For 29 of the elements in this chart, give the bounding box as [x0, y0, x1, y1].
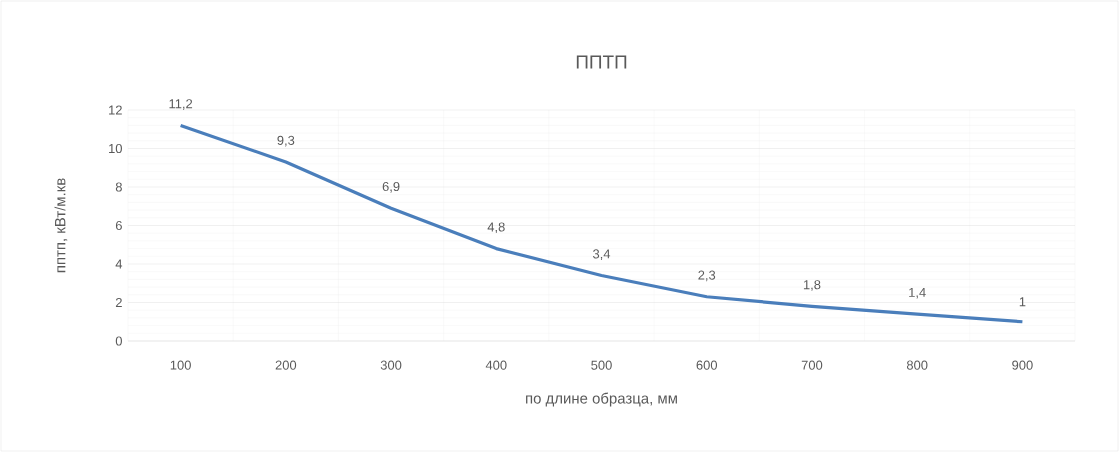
x-tick-label: 800 [906, 360, 928, 370]
y-tick-label: 12 [109, 105, 122, 115]
data-label: 6,9 [382, 181, 400, 193]
data-label: 3,4 [593, 249, 611, 261]
line-series [179, 123, 1024, 324]
data-label: 1,8 [803, 280, 821, 291]
x-tick-label: 900 [1012, 360, 1033, 370]
data-label: 1,4 [909, 287, 926, 299]
data-label: 9,3 [277, 135, 295, 147]
y-tick-label: 6 [115, 220, 122, 231]
y-tick-label: 2 [115, 297, 122, 308]
y-tick-label: 10 [109, 143, 122, 154]
y-axis-title: пптп, кВт/м.кв [54, 178, 68, 273]
x-tick-label: 200 [275, 360, 297, 370]
data-label: 2,3 [698, 270, 716, 282]
data-label: 11,2 [169, 99, 193, 110]
y-tick-label: 8 [115, 182, 122, 192]
x-tick-label: 300 [380, 360, 402, 370]
data-label: 4,8 [487, 222, 505, 234]
x-tick-label: 500 [591, 360, 612, 370]
x-axis-title: по длине образца, мм [526, 392, 677, 407]
y-tick-label: 0 [115, 336, 122, 346]
x-tick-label: 100 [170, 360, 191, 370]
y-tick-label: 4 [115, 259, 123, 269]
chart-title: ППТП [576, 55, 627, 69]
x-tick-label: 400 [485, 360, 507, 370]
x-tick-label: 700 [801, 360, 823, 370]
data-label: 1 [1019, 297, 1026, 307]
x-tick-label: 600 [696, 360, 718, 370]
